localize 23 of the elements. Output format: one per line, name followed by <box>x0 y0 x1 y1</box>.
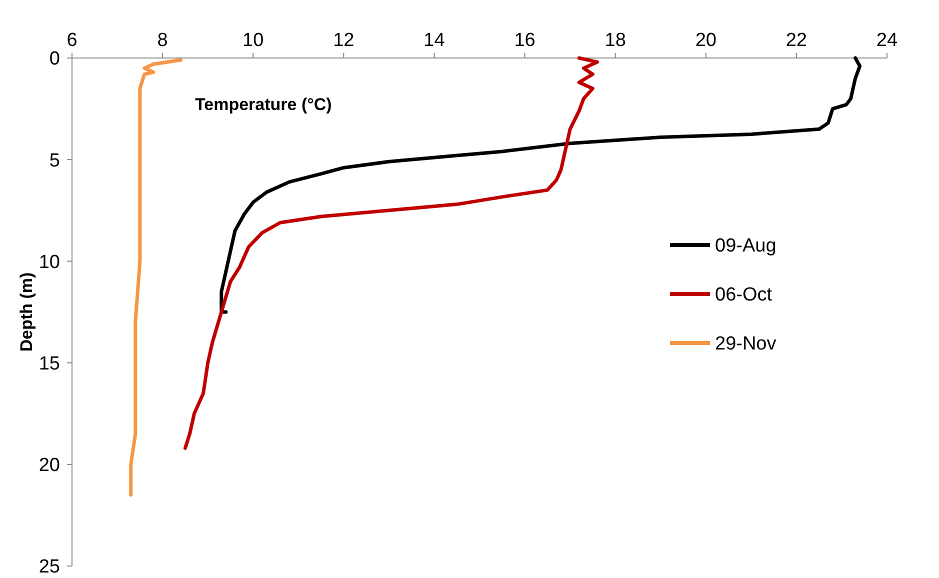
y-tick-label: 20 <box>38 455 60 476</box>
x-tick-label: 16 <box>514 30 536 51</box>
x-tick-label: 8 <box>157 30 168 51</box>
x-tick-label: 14 <box>424 30 446 51</box>
x-tick-label: 10 <box>242 30 264 51</box>
legend-label: 06-Oct <box>715 284 773 306</box>
x-tick-label: 20 <box>695 30 716 51</box>
legend-label: 09-Aug <box>715 236 776 257</box>
legend-label: 29-Nov <box>715 334 777 355</box>
y-tick-label: 0 <box>49 48 60 70</box>
line-series <box>129 58 182 497</box>
y-axis-title: Depth (m) <box>17 272 36 352</box>
x-tick-label: 18 <box>604 30 626 51</box>
y-tick-label: 5 <box>49 150 60 172</box>
x-tick-label: 24 <box>876 30 898 51</box>
y-tick-label: 10 <box>38 252 60 273</box>
y-tick-label: 25 <box>38 556 60 578</box>
x-tick-label: 12 <box>333 30 354 51</box>
line-series <box>183 56 599 450</box>
y-tick-label: 15 <box>38 353 60 374</box>
x-tick-label: 6 <box>66 30 78 51</box>
x-axis-title: Temperature (°C) <box>195 95 332 114</box>
x-tick-label: 22 <box>786 30 808 51</box>
